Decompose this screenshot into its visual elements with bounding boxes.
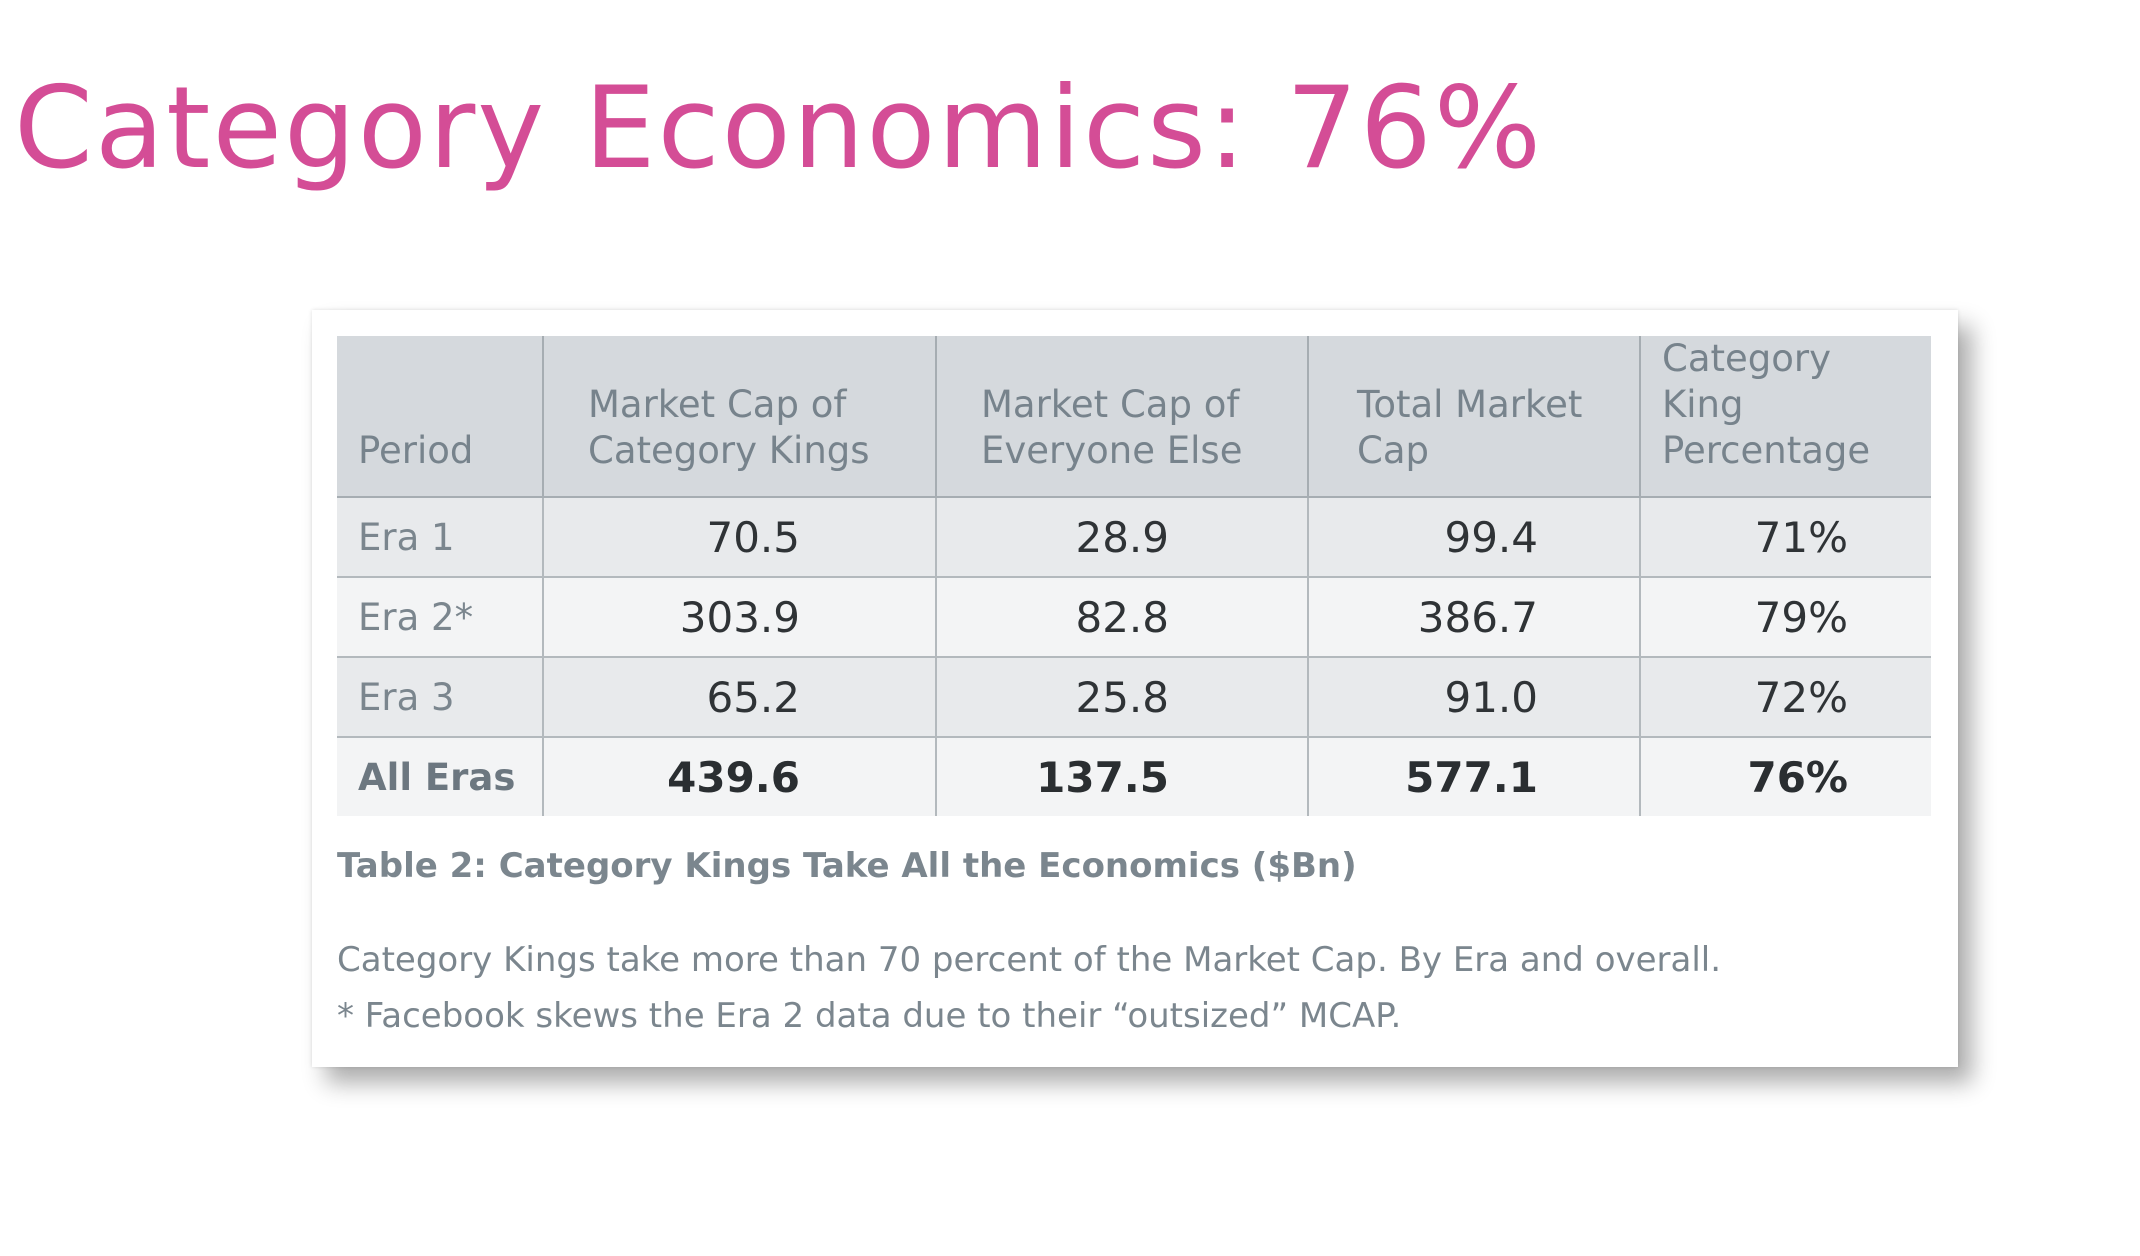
period-cell: Era 1 — [337, 497, 543, 578]
period-cell: All Eras — [337, 737, 543, 816]
percentage-cell: 79% — [1639, 577, 1931, 658]
column-header-total-market-cap: Total Market Cap — [1307, 336, 1640, 498]
header-line: Market Cap of — [981, 383, 1240, 426]
header-line: Total Market — [1357, 383, 1583, 426]
period-cell: Era 2* — [337, 577, 543, 658]
column-header-category-king-percentage: Category King Percentage — [1639, 336, 1931, 498]
value-cell: 577.1 — [1307, 737, 1640, 816]
table-row: Era 3 65.2 25.8 91.0 72% — [337, 657, 1931, 738]
header-line: Percentage — [1662, 429, 1871, 472]
percentage-cell: 76% — [1639, 737, 1931, 816]
table-row-total: All Eras 439.6 137.5 577.1 76% — [337, 737, 1931, 816]
value-cell: 439.6 — [542, 737, 936, 816]
value-cell: 386.7 — [1307, 577, 1640, 658]
header-line: Category King — [1662, 337, 1832, 426]
header-line: Category Kings — [588, 429, 870, 472]
header-line: Market Cap of — [588, 383, 847, 426]
value-cell: 91.0 — [1307, 657, 1640, 738]
column-header-market-cap-everyone-else: Market Cap of Everyone Else — [935, 336, 1308, 498]
table-row: Era 2* 303.9 82.8 386.7 79% — [337, 577, 1931, 658]
value-cell: 65.2 — [542, 657, 936, 738]
value-cell: 99.4 — [1307, 497, 1640, 578]
header-line: Cap — [1357, 429, 1429, 472]
column-header-period: Period — [337, 336, 543, 498]
table-note: Category Kings take more than 70 percent… — [337, 940, 1722, 980]
header-line: Everyone Else — [981, 429, 1243, 472]
value-cell: 28.9 — [935, 497, 1308, 578]
period-cell: Era 3 — [337, 657, 543, 738]
value-cell: 82.8 — [935, 577, 1308, 658]
value-cell: 137.5 — [935, 737, 1308, 816]
table-caption: Table 2: Category Kings Take All the Eco… — [337, 846, 1357, 886]
table-card: Period Market Cap of Category Kings Mark… — [312, 310, 1958, 1067]
percentage-cell: 71% — [1639, 497, 1931, 578]
value-cell: 303.9 — [542, 577, 936, 658]
table-row: Era 1 70.5 28.9 99.4 71% — [337, 497, 1931, 578]
column-header-market-cap-category-kings: Market Cap of Category Kings — [542, 336, 936, 498]
value-cell: 70.5 — [542, 497, 936, 578]
slide-title: Category Economics: 76% — [14, 62, 1544, 194]
header-line: Period — [358, 429, 474, 472]
table-footnote: * Facebook skews the Era 2 data due to t… — [337, 996, 1402, 1036]
value-cell: 25.8 — [935, 657, 1308, 738]
percentage-cell: 72% — [1639, 657, 1931, 738]
data-table: Period Market Cap of Category Kings Mark… — [337, 336, 1931, 816]
header-row: Period Market Cap of Category Kings Mark… — [337, 336, 1931, 498]
